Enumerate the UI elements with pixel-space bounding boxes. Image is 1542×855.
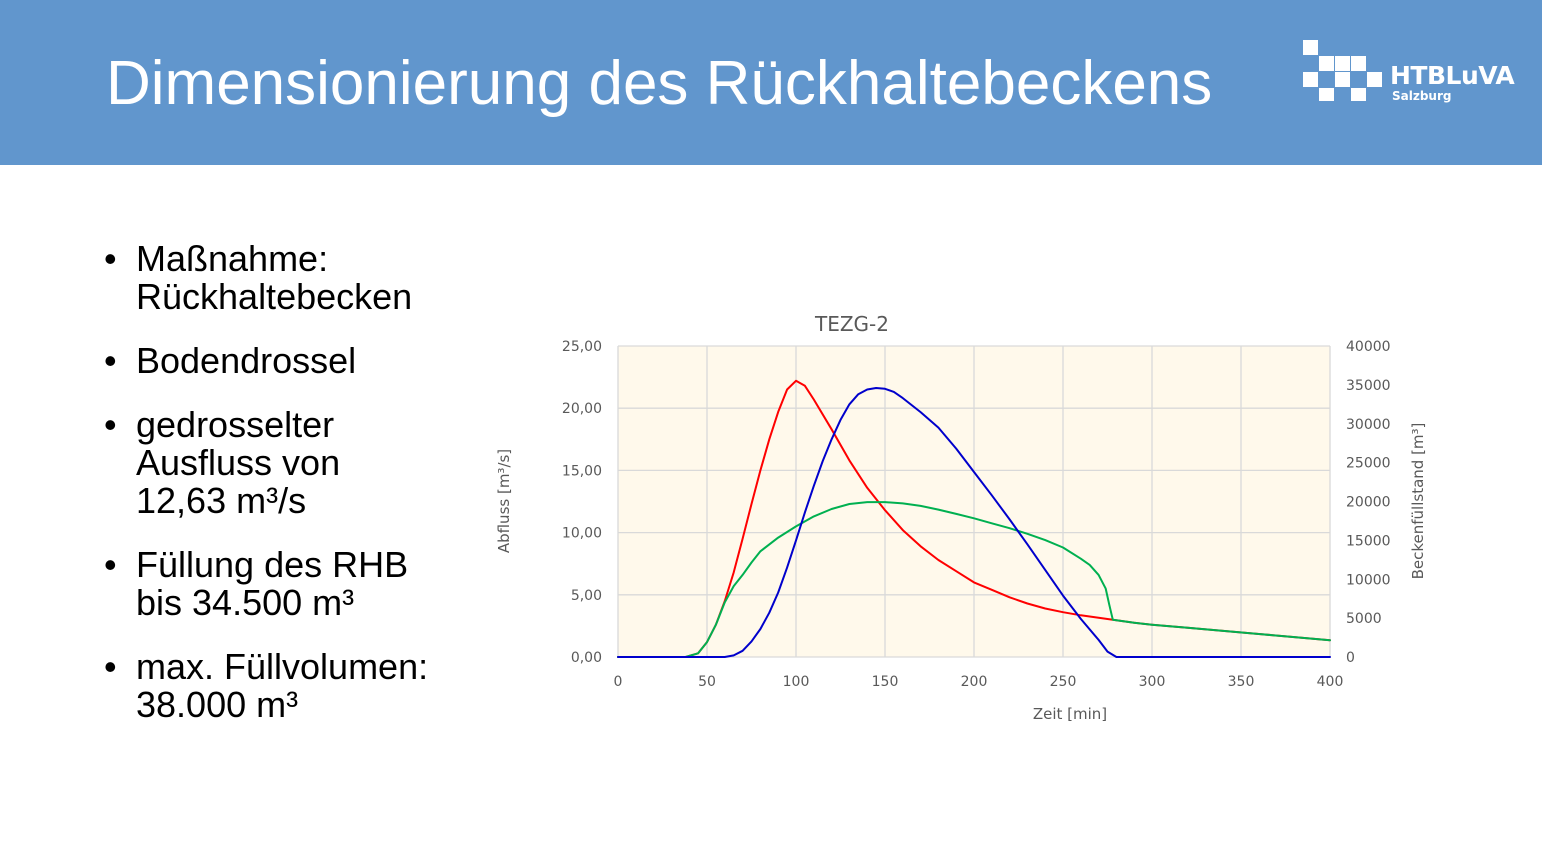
x-tick-label: 400: [1317, 674, 1344, 690]
bullet-list: • Maßnahme: Rückhaltebecken • Bodendrossel • g…: [104, 240, 484, 750]
x-tick-label: 100: [783, 674, 810, 690]
y2-tick-label: 10000: [1346, 572, 1391, 588]
bullet-item: • gedrosselter Ausfluss von 12,63 m³/s: [104, 406, 484, 520]
y-tick-label: 0,00: [571, 650, 602, 666]
y2-tick-label: 30000: [1346, 417, 1391, 433]
chart-title: TEZG-2: [814, 312, 889, 336]
bullet-item: • Füllung des RHB bis 34.500 m³: [104, 546, 484, 622]
bullet-line: Füllung des RHB: [136, 544, 409, 585]
logo-name: HTBLuVA: [1390, 61, 1515, 90]
y-axis-label-left: Abfluss [m³/s]: [495, 449, 513, 553]
bullet-line: Rückhaltebecken: [136, 276, 413, 317]
y-tick-label: 5,00: [571, 588, 602, 604]
y-tick-label: 20,00: [562, 401, 602, 417]
bullet-line: bis 34.500 m³: [136, 582, 355, 623]
y2-tick-label: 40000: [1346, 339, 1391, 355]
x-tick-label: 350: [1228, 674, 1255, 690]
y2-tick-label: 25000: [1346, 456, 1391, 472]
series-line: [617, 387, 1331, 658]
logo-checker-icon: [1303, 40, 1382, 101]
htbluva-logo: HTBLuVA Salzburg: [1303, 40, 1515, 106]
x-tick-label: 50: [698, 674, 716, 690]
y-axis-label-right: Beckenfüllstand [m³]: [1409, 423, 1427, 580]
x-tick-label: 0: [614, 674, 623, 690]
bullet-line: Bodendrossel: [136, 340, 357, 381]
x-tick-label: 150: [872, 674, 899, 690]
bullet-line: 12,63 m³/s: [136, 480, 307, 521]
x-tick-label: 300: [1139, 674, 1166, 690]
slide-title: Dimensionierung des Rückhaltebeckens: [106, 49, 1213, 118]
bullet-item: • max. Füllvolumen: 38.000 m³: [104, 648, 484, 724]
bullet-item: • Bodendrossel: [104, 342, 484, 380]
y2-tick-label: 5000: [1346, 611, 1382, 627]
logo-subtitle: Salzburg: [1392, 89, 1452, 103]
bullet-line: 38.000 m³: [136, 684, 299, 725]
bullet-dot: •: [104, 544, 117, 585]
y-tick-label: 10,00: [562, 526, 602, 542]
bullet-line: Ausfluss von: [136, 442, 341, 483]
bullet-line: gedrosselter: [136, 404, 335, 445]
y2-tick-label: 20000: [1346, 495, 1391, 511]
y2-tick-label: 0: [1346, 650, 1355, 666]
tezg-2-chart: 0 50 100 150 200 250 300 350 400 0,00 5,00 10,00 15,…: [495, 312, 1427, 723]
bullet-line: Maßnahme:: [136, 238, 329, 279]
x-tick-label: 250: [1050, 674, 1077, 690]
y2-tick-label: 35000: [1346, 378, 1391, 394]
y-tick-label: 15,00: [562, 463, 602, 479]
bullet-dot: •: [104, 340, 117, 381]
x-tick-label: 200: [961, 674, 988, 690]
bullet-line: max. Füllvolumen:: [136, 646, 429, 687]
y2-tick-label: 15000: [1346, 533, 1391, 549]
bullet-dot: •: [104, 646, 117, 687]
bullet-dot: •: [104, 404, 117, 445]
title-bar: Dimensionierung des Rückhaltebeckens HTB…: [0, 0, 1542, 165]
bullet-dot: •: [104, 238, 117, 279]
series-line: [617, 501, 1331, 658]
bullet-item: • Maßnahme: Rückhaltebecken: [104, 240, 484, 316]
y-tick-label: 25,00: [562, 339, 602, 355]
x-axis-label: Zeit [min]: [1033, 705, 1107, 723]
